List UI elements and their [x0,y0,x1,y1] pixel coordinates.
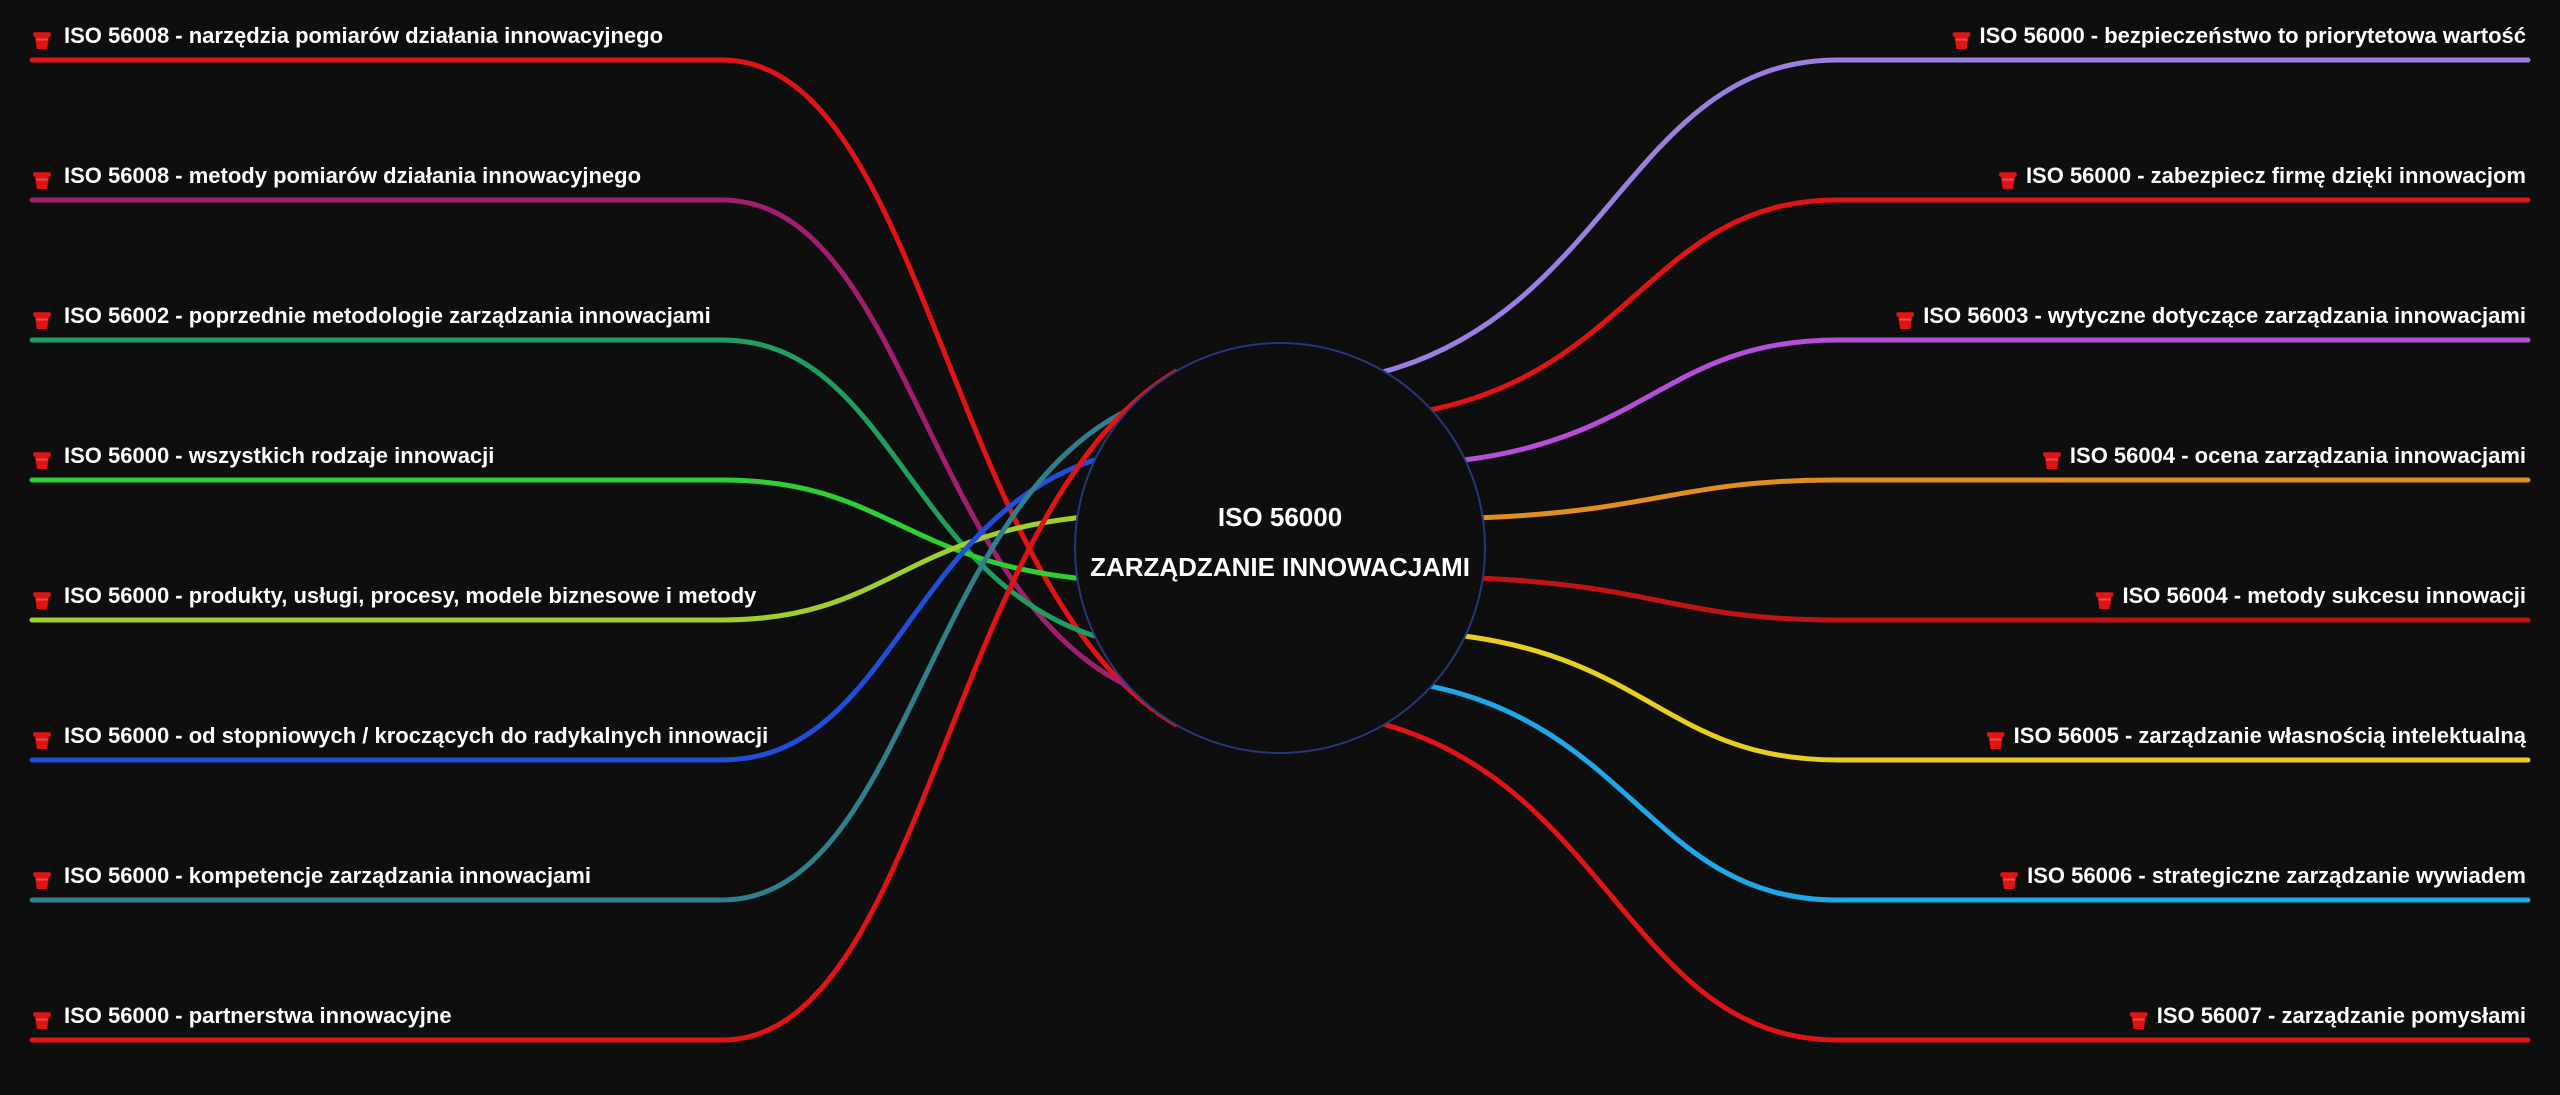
mindmap-canvas: ISO 56008 - narzędzia pomiarów działania… [0,0,2560,1095]
branch-label: ISO 56000 - partnerstwa innowacyjne [64,1003,452,1028]
branch-label: ISO 56000 - wszystkich rodzaje innowacji [64,443,494,468]
branch-label: ISO 56005 - zarządzanie własnością intel… [2014,723,2527,748]
branch-label: ISO 56000 - bezpieczeństwo to prioryteto… [1980,23,2527,48]
branch-label: ISO 56008 - metody pomiarów działania in… [64,163,641,188]
center-circle [1075,343,1485,753]
branch-label: ISO 56004 - ocena zarządzania innowacjam… [2070,443,2526,468]
branch-label: ISO 56002 - poprzednie metodologie zarzą… [64,303,711,328]
center-node[interactable]: ISO 56000 ZARZĄDZANIE INNOWACJAMI [1075,343,1485,753]
branch-label: ISO 56000 - od stopniowych / kroczących … [64,723,768,748]
center-title-line2: ZARZĄDZANIE INNOWACJAMI [1090,552,1470,582]
branch-label: ISO 56000 - kompetencje zarządzania inno… [64,863,591,888]
branch-label: ISO 56003 - wytyczne dotyczące zarządzan… [1923,303,2526,328]
branch-label: ISO 56008 - narzędzia pomiarów działania… [64,23,663,48]
branch-label: ISO 56000 - produkty, usługi, procesy, m… [64,583,757,608]
center-title-line1: ISO 56000 [1218,502,1342,532]
branch-label: ISO 56007 - zarządzanie pomysłami [2157,1003,2526,1028]
branch-label: ISO 56004 - metody sukcesu innowacji [2123,583,2527,608]
branch-label: ISO 56006 - strategiczne zarządzanie wyw… [2027,863,2526,888]
branch-label: ISO 56000 - zabezpiecz firmę dzięki inno… [2026,163,2526,188]
